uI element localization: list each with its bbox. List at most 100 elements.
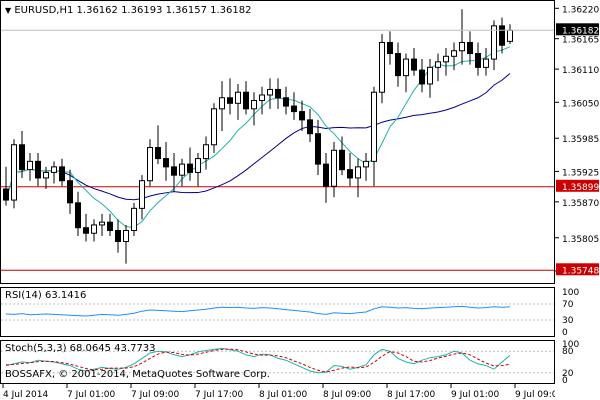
bear-candle <box>395 53 401 77</box>
time-tick-label: 8 Jul 17:00 <box>387 390 436 400</box>
bear-candle <box>387 41 393 55</box>
hline-1-35899-label: 1.35899 <box>562 183 599 193</box>
bull-candle <box>123 229 129 243</box>
bear-candle <box>499 25 505 46</box>
price-tick-label: 1.35870 <box>562 199 599 209</box>
rsi-line <box>5 305 511 317</box>
time-tick-label: 7 Jul 01:00 <box>67 390 116 400</box>
bull-candle <box>451 50 457 57</box>
bull-candle <box>435 61 441 68</box>
bear-candle <box>75 202 81 229</box>
bull-candle <box>507 29 513 42</box>
bull-candle <box>139 180 145 209</box>
bear-candle <box>475 53 481 68</box>
bull-candle <box>251 100 257 110</box>
time-tick-label: 9 Jul 09:00 <box>515 390 555 400</box>
current-price-label: 1.36182 <box>562 26 599 36</box>
bear-candle <box>315 133 321 165</box>
bull-candle <box>211 108 217 146</box>
bear-candle <box>83 227 89 234</box>
bear-candle <box>3 188 9 201</box>
stochastic-level-label: 100 <box>562 340 579 350</box>
current-price-box <box>556 23 599 36</box>
symbol-quote-label: EURUSD,H1 1.36162 1.36193 1.36157 1.3618… <box>14 5 252 16</box>
bear-candle <box>243 91 249 110</box>
price-tick-label: 1.36165 <box>562 36 599 46</box>
time-tick-label: 4 Jul 2014 <box>3 390 48 400</box>
bull-candle <box>355 166 361 179</box>
bull-candle <box>203 144 209 160</box>
bear-candle <box>347 169 353 179</box>
bear-candle <box>323 163 329 187</box>
copyright-label: BOSSAFX, © 2001-2014, MetaQuotes Softwar… <box>5 369 270 380</box>
time-tick-label: 8 Jul 01:00 <box>259 390 308 400</box>
stochastic-canvas[interactable] <box>1 341 554 383</box>
time-axis: 4 Jul 2014 7 Jul 01:00 7 Jul 09:00 7 Jul 17… <box>2 384 555 400</box>
rsi-canvas[interactable] <box>1 288 554 336</box>
price-chart-panel[interactable]: ▼ EURUSD,H1 1.36162 1.36193 1.36157 1.36… <box>0 0 555 284</box>
bull-candle <box>131 207 137 231</box>
bear-candle <box>171 166 177 176</box>
price-tick-label: 1.36220 <box>562 5 599 15</box>
price-tick-label: 1.35805 <box>562 235 599 245</box>
stochastic-panel[interactable]: Stoch(5,3,3) 68.0645 43.7733 BOSSAFX, © … <box>0 340 555 384</box>
bear-candle <box>155 147 161 160</box>
slow-moving-average-line <box>5 73 511 201</box>
bear-candle <box>291 105 297 113</box>
bull-candle <box>195 158 201 173</box>
chart-header: ▼ EURUSD,H1 1.36162 1.36193 1.36157 1.36… <box>5 5 251 16</box>
bear-candle <box>307 119 313 135</box>
bull-candle <box>27 160 33 171</box>
rsi-level-label: 0 <box>562 328 568 338</box>
bull-candle <box>427 66 433 85</box>
bear-candle <box>35 160 41 179</box>
bull-candle <box>491 25 497 60</box>
bear-candle <box>163 158 169 168</box>
bull-candle <box>459 41 465 52</box>
bull-candle <box>379 41 385 93</box>
bull-candle <box>331 149 337 187</box>
bull-candle <box>91 224 97 234</box>
time-tick-label: 9 Jul 01:00 <box>451 390 500 400</box>
bull-candle <box>267 88 273 96</box>
bull-candle <box>483 58 489 68</box>
bull-candle <box>371 91 377 162</box>
bear-candle <box>227 97 233 104</box>
time-tick-label: 7 Jul 09:00 <box>131 390 180 400</box>
hline-1-35748-label-box <box>556 263 599 276</box>
bear-candle <box>275 88 281 99</box>
stochastic-level-label: 0 <box>562 376 568 386</box>
bull-candle <box>11 144 17 201</box>
bull-candle <box>99 221 105 226</box>
bear-candle <box>467 41 473 55</box>
price-scale[interactable]: 1.36220 1.36165 1.36110 1.36050 1.35985 1.359… <box>555 0 600 400</box>
bull-candle <box>363 160 369 168</box>
bull-candle <box>179 163 185 176</box>
stochastic-signal-line <box>5 348 511 373</box>
time-tick-label: 8 Jul 09:00 <box>323 390 372 400</box>
bear-candle <box>59 166 65 182</box>
bear-candle <box>339 149 345 171</box>
bull-candle <box>235 91 241 104</box>
fast-moving-average-line <box>5 46 511 228</box>
bear-candle <box>411 58 417 71</box>
bear-candle <box>299 111 305 121</box>
bear-candle <box>419 69 425 85</box>
bull-candle <box>219 97 225 110</box>
price-tick-label: 1.35985 <box>562 135 599 145</box>
bear-candle <box>107 221 113 231</box>
stochastic-main-line <box>5 347 511 374</box>
stochastic-level-label: 80 <box>562 347 574 357</box>
bull-candle <box>43 171 49 179</box>
bull-candle <box>403 58 409 77</box>
price-chart-canvas[interactable] <box>1 1 554 283</box>
dropdown-triangle-icon[interactable]: ▼ <box>5 6 12 15</box>
bull-candle <box>443 55 449 63</box>
rsi-panel[interactable]: RSI(14) 63.1416 <box>0 287 555 337</box>
rsi-level-label: 30 <box>562 316 574 326</box>
bear-candle <box>283 97 289 107</box>
bull-candle <box>51 166 57 173</box>
price-tick-label: 1.36110 <box>562 66 599 76</box>
bull-candle <box>259 94 265 102</box>
